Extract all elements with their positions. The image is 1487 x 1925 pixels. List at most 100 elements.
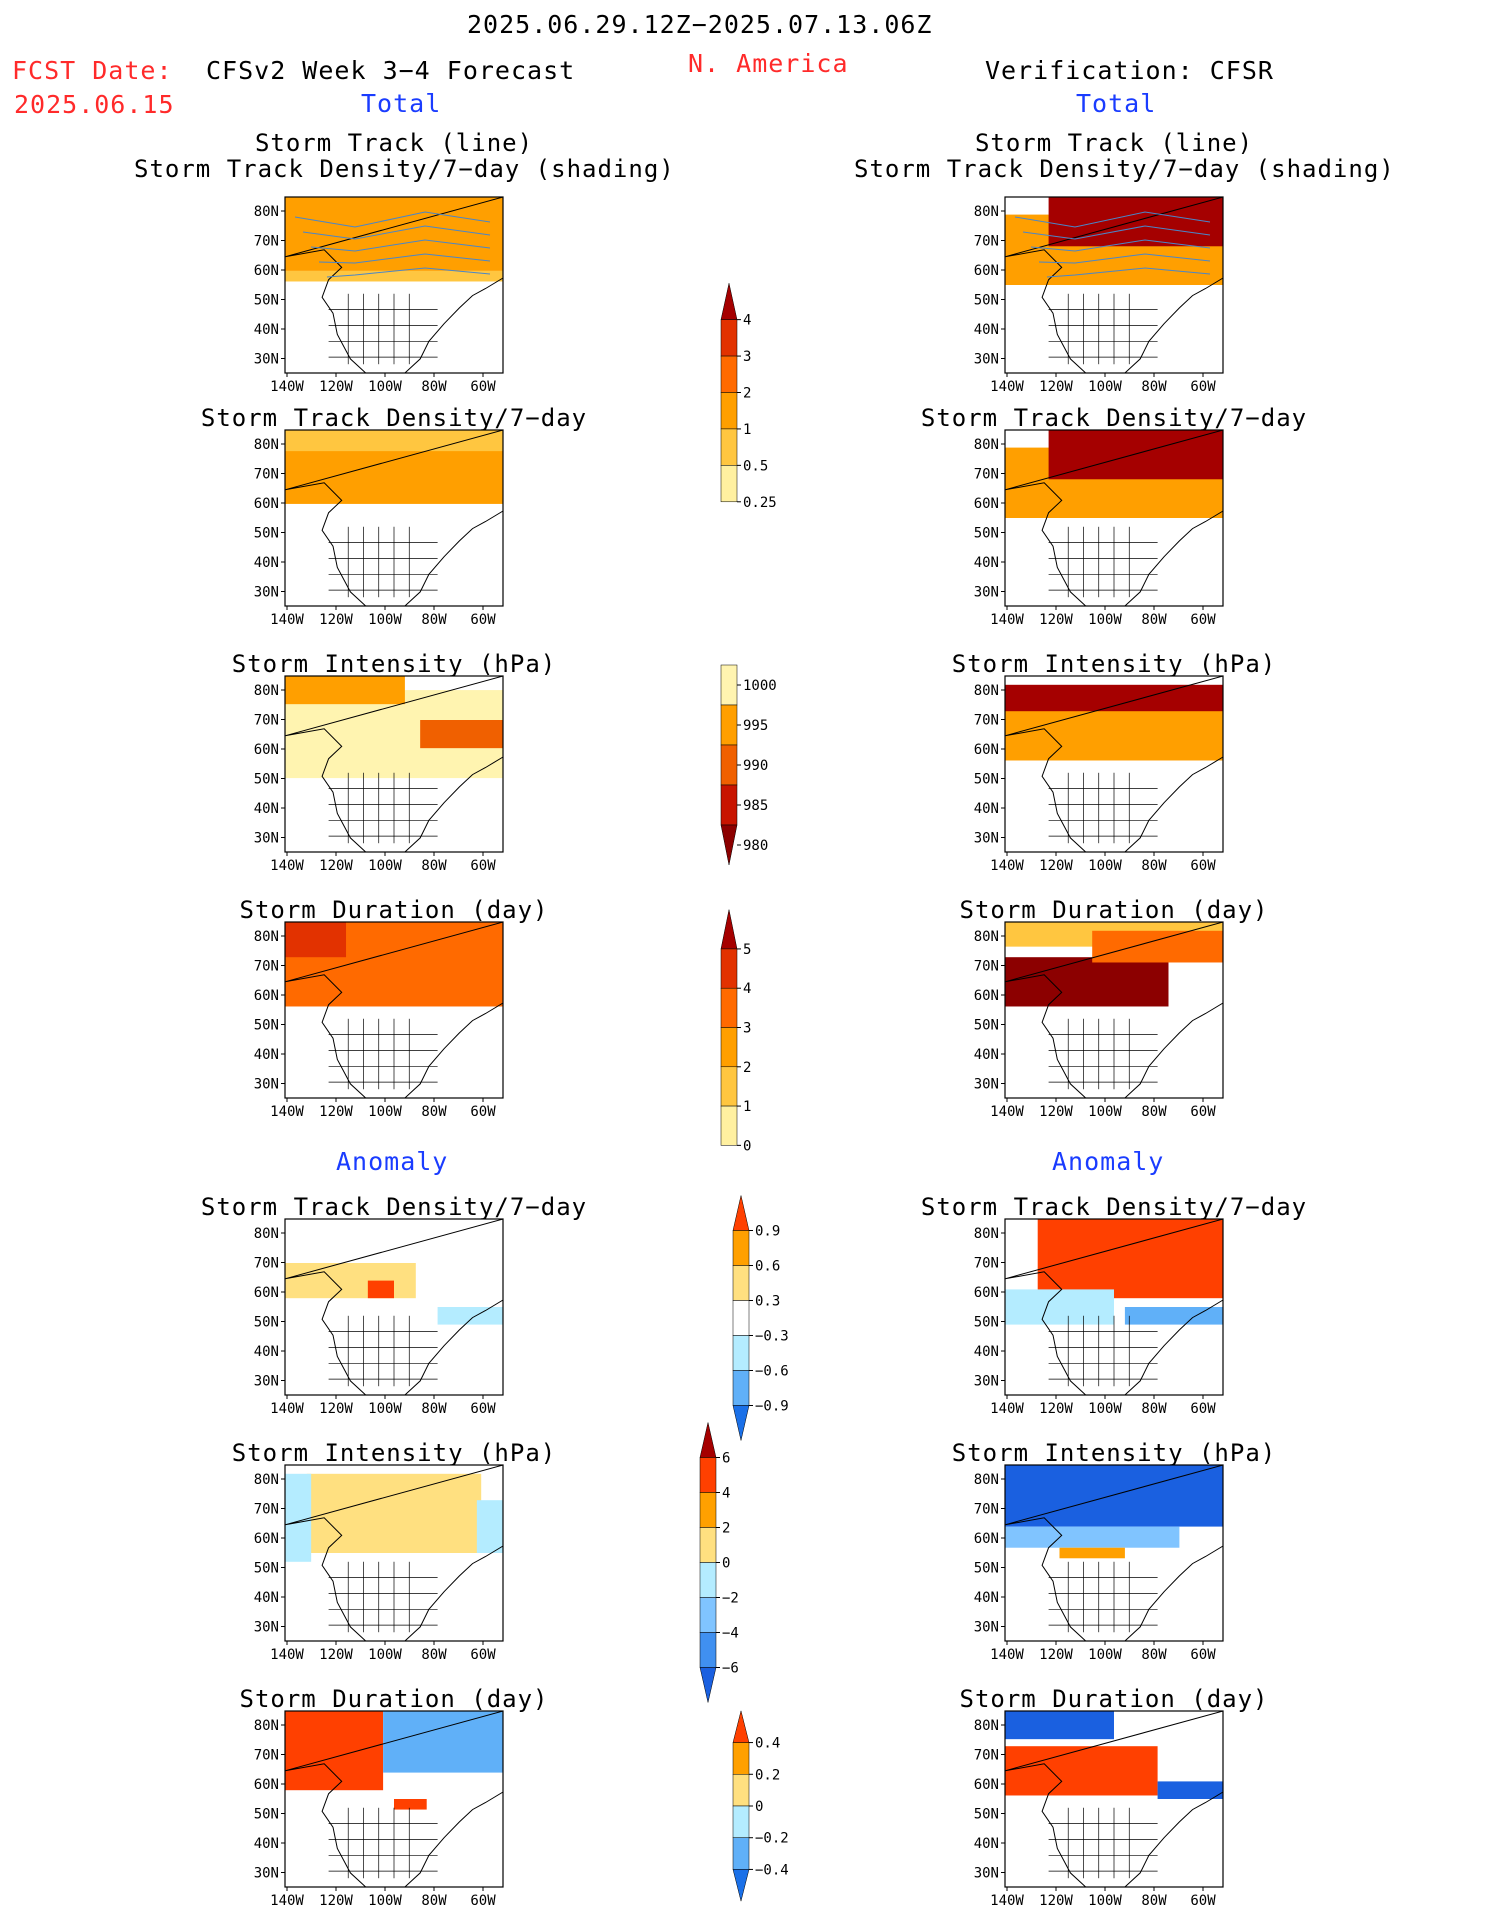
map-anom_density-left: 80N 70N 60N 50N 40N 30N 140W 120W 100W 80W 60W xyxy=(254,1218,504,1417)
lon-label: 140W xyxy=(270,858,304,874)
lon-label: 120W xyxy=(319,1647,353,1663)
lat-label: 70N xyxy=(254,959,279,975)
map-anom_intensity-left: 80N 70N 60N 50N 40N 30N 140W 120W 100W 80W 60W xyxy=(254,1464,504,1663)
lon-label: 60W xyxy=(470,1647,496,1663)
lon-label: 100W xyxy=(1088,379,1122,395)
colorbar-swatch xyxy=(732,1335,750,1371)
colorbar-swatch xyxy=(732,1265,750,1301)
lon-label: 140W xyxy=(990,858,1024,874)
panel-title-density-left: Storm Track Density/7−day xyxy=(200,404,588,432)
lat-label: 60N xyxy=(974,1531,999,1547)
colorbar-swatch xyxy=(699,1632,717,1668)
lat-label: 50N xyxy=(254,1807,279,1823)
colorbar-label: 1 xyxy=(743,422,751,438)
panel-title-duration-right: Storm Duration (day) xyxy=(959,896,1269,924)
lat-label: 70N xyxy=(254,234,279,250)
lon-label: 120W xyxy=(1039,379,1073,395)
panel-title-anom_duration-left: Storm Duration (day) xyxy=(239,1685,549,1713)
colorbar-label: 0.4 xyxy=(755,1736,780,1752)
colorbar-anom_intensity: 6 4 2 0 −2 −4 −6 xyxy=(699,1405,780,1720)
lat-label: 30N xyxy=(254,1866,279,1882)
lon-label: 60W xyxy=(1190,858,1216,874)
map-duration-right: 80N 70N 60N 50N 40N 30N 140W 120W 100W 80W 60W xyxy=(974,921,1224,1120)
lon-label: 80W xyxy=(1141,1401,1167,1417)
lat-label: 30N xyxy=(254,1077,279,1093)
lat-label: 40N xyxy=(974,555,999,571)
map-density-right: 80N 70N 60N 50N 40N 30N 140W 120W 100W 80W 60W xyxy=(974,429,1224,628)
colorbar-label: −6 xyxy=(722,1661,739,1677)
lat-label: 50N xyxy=(974,1807,999,1823)
lat-label: 70N xyxy=(254,713,279,729)
verification-label: Verification: CFSR xyxy=(985,56,1274,85)
colorbar-label: 2 xyxy=(743,386,751,402)
lat-label: 70N xyxy=(974,467,999,483)
model-title: CFSv2 Week 3−4 Forecast xyxy=(206,56,576,85)
colorbar-swatch xyxy=(720,948,738,989)
lat-label: 80N xyxy=(254,1226,279,1242)
lat-label: 60N xyxy=(254,263,279,279)
lon-label: 140W xyxy=(270,1893,304,1909)
panel-title-anom_intensity-left: Storm Intensity (hPa) xyxy=(231,1439,557,1467)
colorbar-swatch xyxy=(732,1774,750,1807)
lat-label: 50N xyxy=(974,1315,999,1331)
colorbar-label: 1000 xyxy=(743,678,777,694)
lon-label: 60W xyxy=(470,612,496,628)
lat-label: 60N xyxy=(974,1285,999,1301)
colorbar-label: 4 xyxy=(743,981,751,997)
colorbar-label: 0.2 xyxy=(755,1767,780,1783)
colorbar-label: 0 xyxy=(743,1138,751,1154)
map-anom_duration-left: 80N 70N 60N 50N 40N 30N 140W 120W 100W 80W 60W xyxy=(254,1710,504,1909)
panel-title-duration-left: Storm Duration (day) xyxy=(239,896,549,924)
colorbar-swatch xyxy=(720,909,738,950)
colorbar-label: −0.3 xyxy=(755,1329,789,1345)
lat-label: 70N xyxy=(974,1256,999,1272)
lat-label: 30N xyxy=(254,352,279,368)
lat-label: 40N xyxy=(974,1836,999,1852)
lon-label: 80W xyxy=(1141,1647,1167,1663)
lat-label: 80N xyxy=(254,437,279,453)
lon-label: 120W xyxy=(1039,858,1073,874)
colorbar-label: 2 xyxy=(722,1521,730,1537)
map-anom_duration-right: 80N 70N 60N 50N 40N 30N 140W 120W 100W 80W 60W xyxy=(974,1710,1224,1909)
lon-label: 140W xyxy=(990,379,1024,395)
lat-label: 60N xyxy=(254,1777,279,1793)
lat-label: 70N xyxy=(254,1502,279,1518)
lat-label: 70N xyxy=(974,1502,999,1518)
lon-label: 140W xyxy=(270,1401,304,1417)
colorbar-swatch xyxy=(699,1492,717,1528)
lon-label: 100W xyxy=(1088,612,1122,628)
colorbar-swatch xyxy=(732,1370,750,1406)
lat-label: 30N xyxy=(254,1374,279,1390)
lon-label: 140W xyxy=(270,379,304,395)
fcst-date-label: FCST Date: xyxy=(12,56,173,85)
lat-label: 70N xyxy=(254,467,279,483)
colorbar-anom_duration: 0.4 0.2 0 −0.2 −0.4 xyxy=(732,1695,813,1917)
colorbar-swatch xyxy=(720,664,738,706)
anomaly-right-label: Anomaly xyxy=(1052,1147,1165,1176)
lon-label: 100W xyxy=(1088,858,1122,874)
lon-label: 120W xyxy=(319,858,353,874)
lat-label: 80N xyxy=(254,1472,279,1488)
lon-label: 100W xyxy=(368,379,402,395)
lon-label: 120W xyxy=(1039,1893,1073,1909)
lat-label: 40N xyxy=(974,801,999,817)
lat-label: 70N xyxy=(974,234,999,250)
lat-label: 40N xyxy=(254,1047,279,1063)
lon-label: 80W xyxy=(421,1401,447,1417)
colorbar-label: 2 xyxy=(743,1060,751,1076)
colorbar-swatch xyxy=(699,1597,717,1633)
lon-label: 100W xyxy=(368,1104,402,1120)
lon-label: 140W xyxy=(990,1104,1024,1120)
colorbar-intensity: 1000 995 990 985 980 xyxy=(720,645,801,885)
lat-label: 60N xyxy=(974,742,999,758)
colorbar-swatch xyxy=(720,744,738,786)
colorbar-label: 0.5 xyxy=(743,458,768,474)
colorbar-swatch xyxy=(732,1405,750,1441)
lat-label: 60N xyxy=(254,496,279,512)
lon-label: 80W xyxy=(1141,1893,1167,1909)
lon-label: 120W xyxy=(1039,1647,1073,1663)
lat-label: 80N xyxy=(974,1718,999,1734)
lon-label: 100W xyxy=(368,1893,402,1909)
lat-label: 80N xyxy=(254,204,279,220)
colorbar-swatch xyxy=(732,1300,750,1336)
